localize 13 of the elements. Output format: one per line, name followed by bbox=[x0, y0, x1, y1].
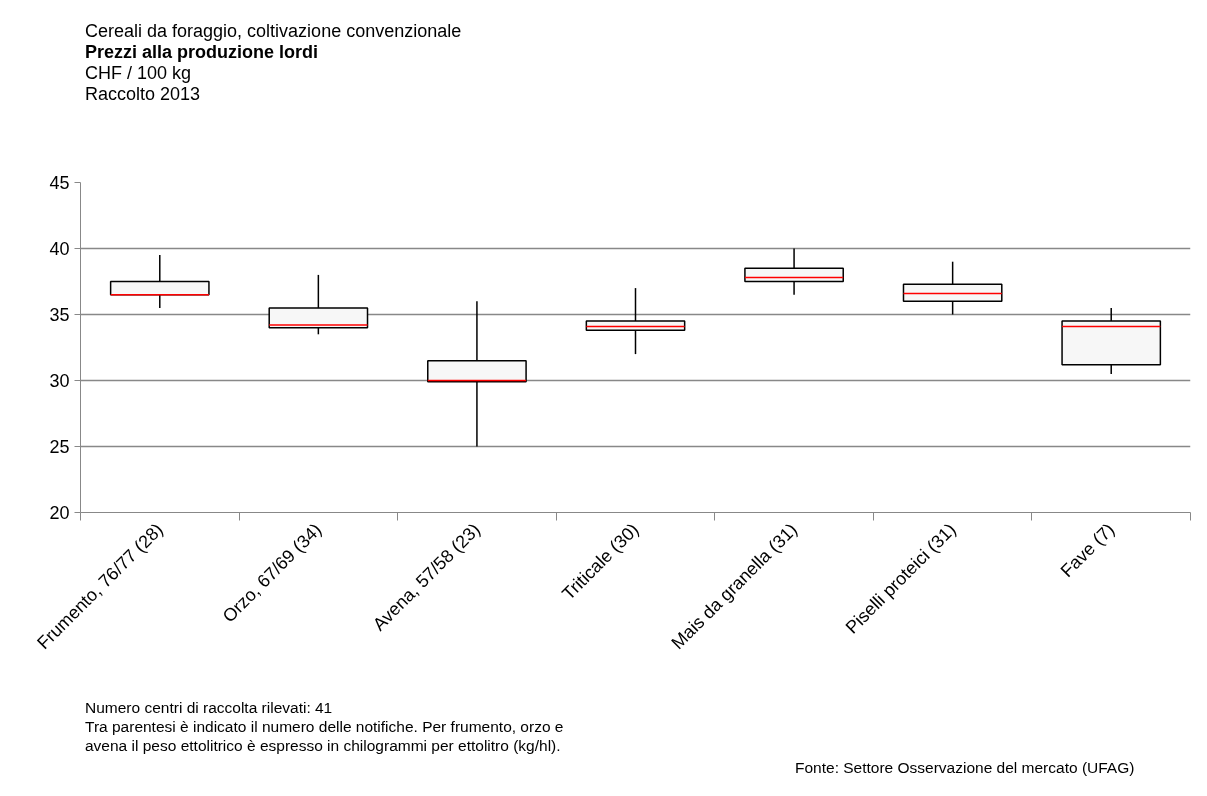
chart-title: Prezzi alla produzione lordi bbox=[85, 42, 319, 62]
text: Tra parentesi è indicato il numero delle notifiche. Per frumento, orzo e avena il peso ettolitrico è espresso in chilogrammi per ettolitro (kg/hl). bbox=[85, 718, 564, 754]
y-axis-title: CHF / 100 kg bbox=[85, 63, 192, 83]
y-tick-label: 45 bbox=[49, 173, 70, 193]
text: Numero centri di raccolta rilevati: 41 bbox=[85, 699, 333, 716]
y-tick-label: 40 bbox=[49, 239, 70, 259]
y-tick-label: 30 bbox=[49, 371, 70, 391]
y-tick-label: 35 bbox=[49, 305, 70, 325]
y-tick-label: 20 bbox=[49, 503, 70, 523]
source-note: Fonte: Settore Osservazione del mercato (UFAG) bbox=[794, 758, 1135, 777]
chart-subtitle: Cereali da foraggio, coltivazione convenzionale bbox=[85, 21, 462, 41]
y-tick-label: 25 bbox=[49, 437, 70, 457]
text: Raccolto 2013 bbox=[85, 84, 201, 104]
